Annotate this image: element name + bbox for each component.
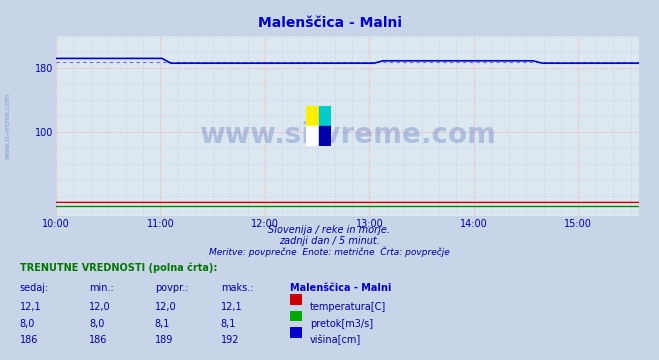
Text: 12,0: 12,0 [89,302,111,312]
Text: 189: 189 [155,335,173,345]
Bar [319,106,331,126]
Bar [306,106,319,126]
Text: Malenščica - Malni: Malenščica - Malni [258,16,401,30]
Text: Slovenija / reke in morje.: Slovenija / reke in morje. [268,225,391,235]
Bar [319,126,331,146]
Text: 8,1: 8,1 [155,319,170,329]
Text: povpr.:: povpr.: [155,283,188,293]
Bar [306,126,319,146]
Text: TRENUTNE VREDNOSTI (polna črta):: TRENUTNE VREDNOSTI (polna črta): [20,263,217,273]
Text: 12,1: 12,1 [20,302,42,312]
Text: 186: 186 [89,335,107,345]
Text: 192: 192 [221,335,239,345]
Text: zadnji dan / 5 minut.: zadnji dan / 5 minut. [279,236,380,246]
Text: 8,0: 8,0 [89,319,104,329]
Text: sedaj:: sedaj: [20,283,49,293]
Text: Meritve: povprečne  Enote: metrične  Črta: povprečje: Meritve: povprečne Enote: metrične Črta:… [209,247,450,257]
Text: temperatura[C]: temperatura[C] [310,302,386,312]
Text: 12,0: 12,0 [155,302,177,312]
Text: www.si-vreme.com: www.si-vreme.com [5,93,11,159]
Text: pretok[m3/s]: pretok[m3/s] [310,319,373,329]
Text: min.:: min.: [89,283,114,293]
Text: 8,0: 8,0 [20,319,35,329]
Text: višina[cm]: višina[cm] [310,335,361,345]
Text: www.si-vreme.com: www.si-vreme.com [199,121,496,149]
Text: maks.:: maks.: [221,283,253,293]
Text: 12,1: 12,1 [221,302,243,312]
Text: Malenščica - Malni: Malenščica - Malni [290,283,391,293]
Text: 186: 186 [20,335,38,345]
Text: 8,1: 8,1 [221,319,236,329]
